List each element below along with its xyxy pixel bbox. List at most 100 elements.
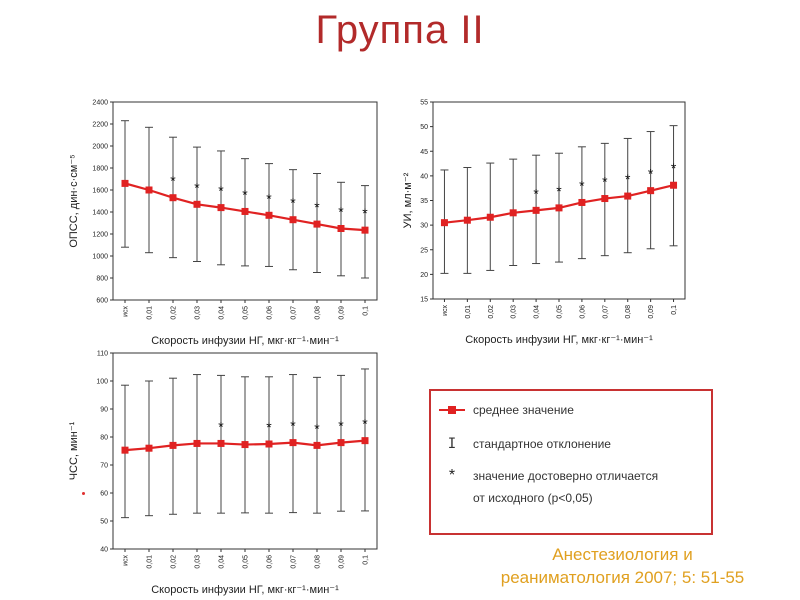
significance-star: * — [266, 419, 272, 435]
chart-opss: 600 800 1000 1200 1400 1600 1800 2000 2200 2400 ис… — [68, 100, 378, 347]
x-axis-label: Скорость инфузии НГ, мкг·кг⁻¹·мин⁻¹ — [465, 334, 653, 346]
y-tick-label: 30 — [420, 223, 428, 230]
x-axis-label: Скорость инфузии НГ, мкг·кг⁻¹·мин⁻¹ — [151, 584, 339, 596]
y-axis-label: ОПСС, дин·с·см⁻⁵ — [68, 154, 80, 247]
mean-marker — [289, 439, 297, 447]
mean-marker — [217, 204, 225, 212]
y-tick-label: 20 — [420, 272, 428, 279]
x-tick-label: 0,04 — [534, 305, 541, 319]
mean-marker — [121, 446, 129, 454]
y-tick-label: 800 — [96, 276, 108, 283]
mean-marker — [193, 439, 201, 447]
y-tick-label: 35 — [420, 198, 428, 205]
decorative-red-dot — [82, 492, 85, 495]
x-tick-label: 0,04 — [219, 306, 226, 320]
x-tick-label: 0,06 — [267, 306, 274, 320]
x-tick-label: 0,03 — [195, 306, 202, 320]
mean-marker — [337, 439, 345, 447]
legend-mean-row: среднее значение — [431, 403, 574, 417]
y-tick-label: 100 — [96, 379, 108, 386]
y-axis-label: ЧСС, мин⁻¹ — [68, 421, 80, 480]
y-tick-label: 70 — [100, 463, 108, 470]
mean-marker — [555, 204, 563, 212]
mean-marker — [647, 187, 655, 195]
x-tick-label: 0,09 — [339, 555, 346, 569]
y-tick-label: 90 — [100, 407, 108, 414]
legend-sd-label: стандартное отклонение — [473, 437, 611, 451]
legend-box: среднее значение I стандартное отклонени… — [429, 389, 713, 535]
y-tick-label: 15 — [420, 297, 428, 304]
x-tick-label: 0,03 — [511, 305, 518, 319]
x-tick-label: 0,07 — [602, 305, 609, 319]
y-axis-label: УИ, мл·м⁻² — [402, 172, 414, 228]
x-tick-label: исх — [442, 305, 449, 316]
significance-star: * — [218, 418, 224, 434]
mean-marker — [601, 195, 609, 203]
y-tick-label: 2200 — [92, 122, 108, 129]
y-tick-label: 2400 — [92, 100, 108, 107]
mean-marker — [265, 440, 273, 448]
citation: Анестезиология и реаниматология 2007; 5:… — [450, 543, 795, 589]
chart-chss: 40 50 60 70 80 90 100 110 исх 0,01 0,02 0,03 0,04 0,0… — [68, 351, 378, 596]
y-tick-label: 40 — [420, 173, 428, 180]
mean-marker — [145, 186, 153, 194]
y-tick-label: 25 — [420, 247, 428, 254]
mean-marker — [289, 216, 297, 224]
significance-star: * — [314, 420, 320, 436]
x-tick-label: 0,02 — [488, 305, 495, 319]
mean-marker — [670, 181, 678, 189]
x-tick-label: 0,09 — [648, 305, 655, 319]
legend-sig-line2: от исходного (p<0,05) — [473, 491, 593, 505]
significance-star: * — [314, 199, 320, 215]
chart-ui: 15 20 25 30 35 40 45 50 55 исх 0,01 0,02 0,03 0,04 0,0… — [402, 100, 686, 346]
significance-star: * — [266, 190, 272, 206]
significance-star: * — [579, 177, 585, 193]
mean-marker — [193, 200, 201, 208]
significance-star: * — [362, 205, 368, 221]
x-tick-label: 0,05 — [557, 305, 564, 319]
significance-star: * — [290, 418, 296, 434]
mean-marker — [241, 441, 249, 449]
significance-star: * — [671, 160, 677, 176]
mean-marker — [532, 206, 540, 214]
x-tick-label: 0,02 — [171, 555, 178, 569]
slide-title: Группа II — [315, 8, 485, 52]
significance-star: * — [194, 179, 200, 195]
citation-line-2: реаниматология 2007; 5: 51-55 — [500, 568, 745, 587]
y-tick-label: 50 — [420, 124, 428, 131]
mean-marker — [313, 441, 321, 449]
y-tick-label: 600 — [96, 298, 108, 305]
x-tick-label: 0,05 — [243, 555, 250, 569]
x-tick-label: 0,1 — [363, 306, 370, 316]
legend-star-symbol: * — [448, 467, 456, 484]
x-tick-label: 0,08 — [315, 306, 322, 320]
x-tick-label: 0,02 — [171, 306, 178, 320]
x-tick-label: 0,1 — [363, 555, 370, 565]
y-tick-label: 1400 — [92, 210, 108, 217]
significance-star: * — [625, 171, 631, 187]
significance-star: * — [290, 195, 296, 211]
x-tick-label: 0,01 — [465, 305, 472, 319]
legend-sd-symbol: I — [447, 436, 457, 452]
significance-star: * — [556, 183, 562, 199]
significance-star: * — [242, 186, 248, 202]
y-tick-label: 1000 — [92, 254, 108, 261]
mean-marker — [121, 179, 129, 187]
mean-marker — [486, 213, 494, 221]
y-tick-label: 110 — [97, 351, 108, 358]
significance-star: * — [362, 416, 368, 432]
x-tick-label: исх — [123, 306, 130, 317]
legend-mean-symbol — [431, 405, 473, 415]
mean-marker — [265, 211, 273, 219]
x-tick-label: 0,04 — [219, 555, 226, 569]
mean-marker — [145, 444, 153, 452]
y-tick-label: 1800 — [92, 166, 108, 173]
mean-marker — [241, 207, 249, 215]
x-tick-label: 0,01 — [147, 306, 154, 320]
y-tick-label: 45 — [420, 149, 428, 156]
mean-marker — [578, 198, 586, 206]
y-tick-label: 80 — [100, 435, 108, 442]
x-tick-label: 0,06 — [267, 555, 274, 569]
significance-star: * — [533, 185, 539, 201]
x-tick-label: 0,03 — [195, 555, 202, 569]
